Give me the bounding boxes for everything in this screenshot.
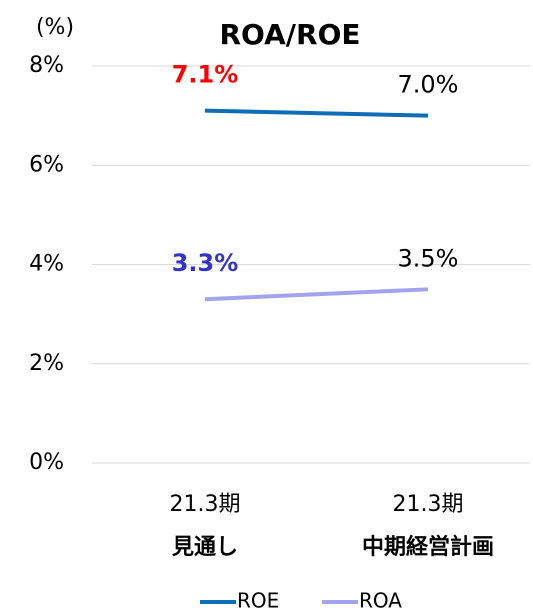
- data-label: 7.1%: [172, 61, 239, 89]
- y-tick-label: 4%: [29, 252, 64, 277]
- chart-title: ROA/ROE: [220, 18, 361, 51]
- legend-label: ROA: [359, 589, 402, 613]
- legend-label: ROE: [237, 589, 279, 613]
- data-label: 3.5%: [398, 244, 459, 272]
- data-label: 7.0%: [398, 71, 459, 99]
- x-tick-label: 21.3期: [393, 492, 464, 517]
- y-unit-label: (%): [36, 15, 74, 40]
- y-tick-label: 6%: [29, 152, 64, 177]
- x-tick-label: 21.3期: [170, 492, 241, 517]
- line-series: [204, 287, 429, 302]
- line-series: [204, 108, 429, 118]
- y-tick-label: 8%: [29, 53, 64, 78]
- y-tick-label: 2%: [29, 351, 64, 376]
- y-tick-label: 0%: [29, 450, 64, 475]
- data-label: 3.3%: [172, 249, 239, 277]
- x-tick-label: 見通し: [172, 535, 238, 560]
- x-tick-label: 中期経営計画: [362, 534, 494, 560]
